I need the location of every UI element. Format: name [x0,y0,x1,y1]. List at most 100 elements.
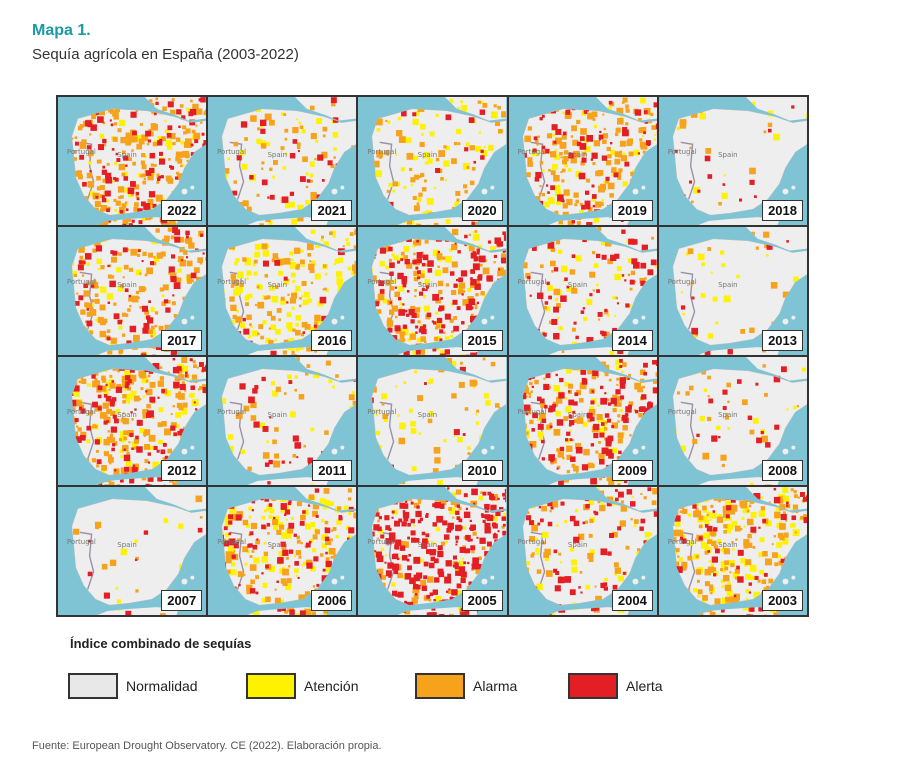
drought-atencion-patch [427,158,434,164]
drought-alerta-patch [302,510,306,514]
drought-atencion-patch [449,248,453,252]
drought-alarma-patch [615,171,621,177]
drought-alarma-patch [550,270,554,273]
drought-atencion-patch [417,197,423,202]
drought-atencion-patch [246,277,249,280]
drought-alarma-patch [269,167,273,171]
drought-alarma-patch [330,555,334,559]
drought-alerta-patch [145,170,152,176]
drought-alarma-patch [182,125,187,130]
drought-alerta-patch [534,171,542,179]
drought-atencion-patch [484,393,490,399]
drought-alarma-patch [155,194,163,202]
drought-alerta-patch [466,507,469,511]
drought-alarma-patch [295,329,301,336]
drought-alarma-patch [763,392,768,397]
drought-alarma-patch [107,349,113,355]
drought-alarma-patch [565,454,572,460]
drought-alarma-patch [230,551,235,557]
drought-alarma-patch [79,255,83,260]
drought-atencion-patch [410,421,417,427]
drought-alerta-patch [405,573,412,580]
drought-alerta-patch [417,258,423,264]
drought-atencion-patch [615,359,621,365]
drought-atencion-patch [584,146,591,153]
drought-alerta-patch [543,404,548,409]
drought-atencion-patch [303,291,310,298]
drought-alarma-patch [148,329,154,335]
drought-alarma-patch [335,374,340,378]
drought-alerta-patch [634,109,641,116]
drought-alerta-patch [74,301,80,306]
year-label: 2017 [161,330,203,351]
drought-alarma-patch [179,259,187,267]
drought-alerta-patch [253,421,260,428]
drought-alarma-patch [418,500,422,504]
drought-alerta-patch [236,541,240,545]
drought-alarma-patch [495,120,501,127]
drought-atencion-patch [266,504,273,511]
drought-alerta-patch [655,359,657,366]
drought-alarma-patch [167,448,173,454]
drought-atencion-patch [593,124,597,129]
drought-alarma-patch [615,107,623,115]
drought-alarma-patch [793,494,798,499]
drought-alarma-patch [588,271,595,278]
drought-alarma-patch [271,258,276,263]
drought-alarma-patch [549,151,556,158]
drought-alerta-patch [484,522,491,529]
label-portugal: Portugal [517,278,547,287]
drought-alerta-patch [86,145,92,150]
drought-alerta-patch [401,279,408,285]
drought-alarma-patch [567,383,573,389]
drought-alarma-patch [562,203,568,209]
drought-alerta-patch [407,536,411,540]
drought-atencion-patch [736,274,740,279]
drought-alarma-patch [605,160,611,166]
drought-atencion-patch [775,505,782,512]
drought-alerta-patch [619,377,626,384]
drought-alerta-patch [773,375,781,383]
drought-alarma-patch [522,387,529,394]
drought-alerta-patch [338,516,343,521]
drought-alerta-patch [631,239,638,245]
drought-alerta-patch [401,110,408,117]
drought-alarma-patch [613,562,619,568]
drought-alarma-patch [628,151,634,157]
drought-alerta-patch [149,261,155,266]
drought-alarma-patch [414,270,420,277]
drought-alerta-patch [137,208,143,214]
drought-atencion-patch [724,500,732,508]
drought-atencion-patch [782,495,790,503]
drought-alerta-patch [228,514,234,520]
drought-atencion-patch [707,511,711,516]
drought-alarma-patch [146,403,151,409]
drought-alarma-patch [572,150,580,158]
drought-atencion-patch [286,322,293,329]
drought-atencion-patch [760,496,764,499]
drought-atencion-patch [627,304,632,308]
drought-alerta-patch [479,255,487,263]
drought-alarma-patch [295,265,300,270]
drought-alarma-patch [87,410,93,416]
drought-alerta-patch [123,155,129,161]
drought-alarma-patch [493,261,497,264]
drought-alerta-patch [297,576,300,579]
drought-alerta-patch [123,454,131,462]
drought-alerta-patch [717,435,721,439]
drought-alarma-patch [451,158,458,164]
drought-alarma-patch [103,451,109,457]
drought-alerta-patch [553,549,557,554]
drought-alerta-patch [547,454,555,461]
drought-alarma-patch [501,525,506,529]
drought-alerta-patch [528,520,534,526]
drought-alarma-patch [154,164,157,167]
drought-alarma-patch [615,377,619,381]
drought-alerta-patch [680,305,685,310]
portugal-border [229,401,245,460]
drought-atencion-patch [680,291,683,294]
drought-atencion-patch [235,258,240,263]
drought-alarma-patch [155,97,159,101]
drought-alerta-patch [378,280,385,287]
drought-alarma-patch [103,143,107,147]
